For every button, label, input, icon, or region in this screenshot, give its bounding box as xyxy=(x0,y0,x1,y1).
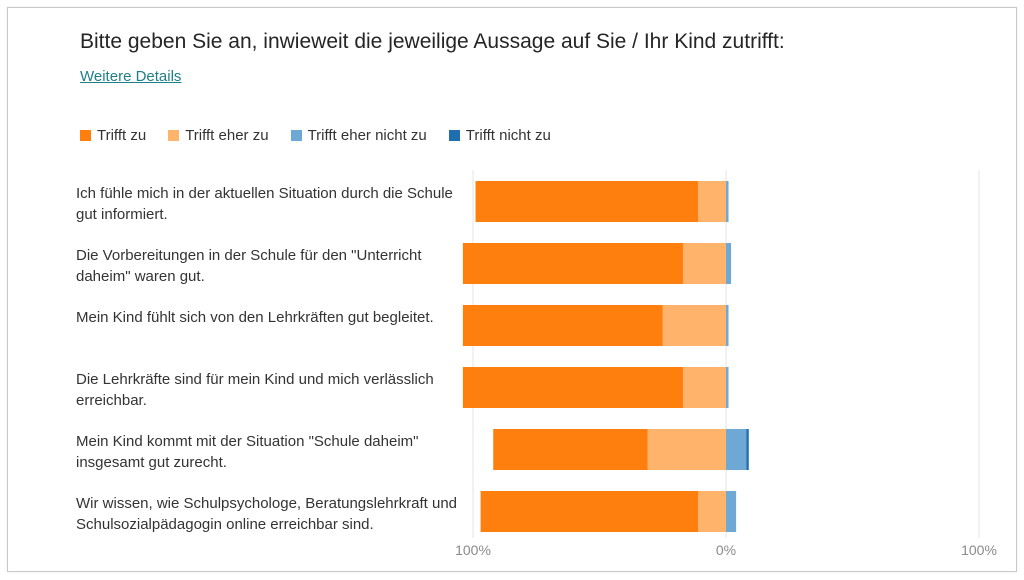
legend-item-trifft-eher-nicht-zu[interactable]: Trifft eher nicht zu xyxy=(290,127,427,144)
bar-trifft-eher-zu xyxy=(698,491,726,532)
bar-trifft-eher-zu xyxy=(682,243,726,284)
bar-trifft-eher-nicht-zu xyxy=(726,429,747,470)
bar-trifft-nicht-zu xyxy=(746,429,749,470)
legend-item-trifft-nicht-zu[interactable]: Trifft nicht zu xyxy=(448,127,551,144)
bar-trifft-eher-zu xyxy=(647,429,726,470)
legend-label: Trifft zu xyxy=(97,127,147,144)
legend-swatch xyxy=(80,130,91,141)
bar-trifft-zu xyxy=(462,305,663,346)
bar-trifft-eher-zu xyxy=(682,367,726,408)
x-tick-label: 100% xyxy=(455,542,491,558)
legend: Trifft zu Trifft eher zu Trifft eher nic… xyxy=(80,127,551,144)
bar-trifft-zu xyxy=(462,243,683,284)
legend-swatch xyxy=(448,130,460,141)
category-label-4: Die Lehrkräfte sind für mein Kind und mi… xyxy=(76,371,434,409)
category-label-6: Wir wissen, wie Schulpsychologe, Beratun… xyxy=(76,495,458,533)
legend-swatch xyxy=(168,130,180,141)
bar-trifft-eher-nicht-zu xyxy=(726,305,729,346)
legend-swatch xyxy=(290,130,302,141)
category-label-1: Ich fühle mich in der aktuellen Situatio… xyxy=(76,185,453,223)
bar-trifft-eher-nicht-zu xyxy=(726,243,732,284)
bar-trifft-eher-nicht-zu xyxy=(726,181,729,222)
more-details-link[interactable]: Weitere Details xyxy=(80,68,182,85)
bar-trifft-eher-zu xyxy=(698,181,726,222)
category-label-2: Die Vorbereitungen in der Schule für den… xyxy=(76,247,422,285)
chart-card xyxy=(7,7,1017,572)
legend-label: Trifft nicht zu xyxy=(465,127,551,144)
x-tick-label: 0% xyxy=(716,542,736,558)
bar-trifft-zu xyxy=(493,429,648,470)
legend-label: Trifft eher nicht zu xyxy=(307,127,427,144)
chart-title: Bitte geben Sie an, inwieweit die jeweil… xyxy=(80,30,785,53)
category-label-5: Mein Kind kommt mit der Situation "Schul… xyxy=(76,433,419,471)
legend-item-trifft-eher-zu[interactable]: Trifft eher zu xyxy=(168,127,269,144)
category-label-3: Mein Kind fühlt sich von den Lehrkräften… xyxy=(76,309,434,326)
legend-label: Trifft eher zu xyxy=(185,127,269,144)
bar-trifft-zu xyxy=(475,181,699,222)
bar-trifft-eher-nicht-zu xyxy=(726,367,729,408)
x-tick-label: 100% xyxy=(961,542,997,558)
legend-item-trifft-zu[interactable]: Trifft zu xyxy=(80,127,146,144)
bar-trifft-zu xyxy=(480,491,699,532)
bar-trifft-eher-zu xyxy=(662,305,726,346)
bar-trifft-eher-nicht-zu xyxy=(726,491,737,532)
bar-trifft-zu xyxy=(462,367,683,408)
